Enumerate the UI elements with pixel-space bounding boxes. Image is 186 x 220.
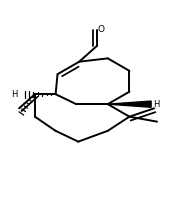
Text: O: O [97,25,104,34]
Polygon shape [108,101,151,107]
Text: H: H [12,90,18,99]
Text: H: H [153,100,160,109]
